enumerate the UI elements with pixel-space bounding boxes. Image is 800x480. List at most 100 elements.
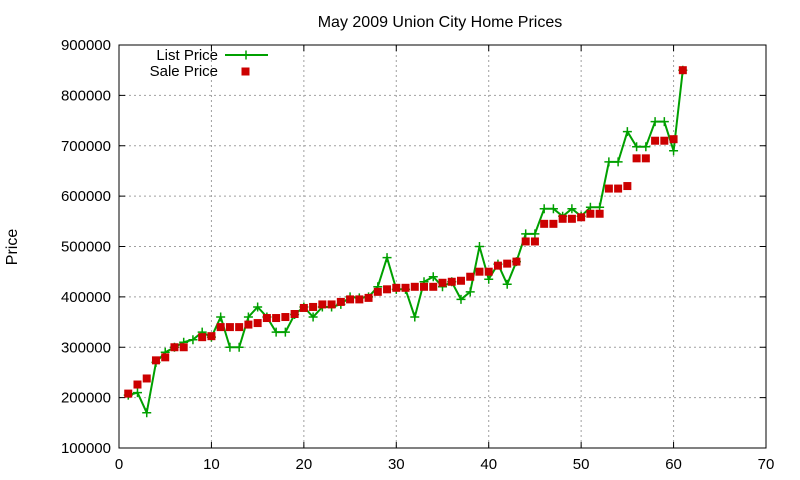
- list-price-point: [188, 335, 198, 345]
- sale-price-point: [614, 184, 623, 193]
- sale-price-point: [253, 319, 262, 328]
- list-price-point: [280, 327, 290, 337]
- sale-price-point: [456, 276, 465, 285]
- list-price-point: [484, 274, 494, 284]
- y-axis-label: Price: [4, 229, 21, 266]
- sale-price-point: [198, 333, 207, 342]
- sale-price-point: [207, 332, 216, 341]
- chart-title: May 2009 Union City Home Prices: [318, 14, 563, 31]
- list-price-point: [548, 204, 558, 214]
- list-price-point: [502, 279, 512, 289]
- sale-price-point: [466, 272, 475, 281]
- list-price-point: [142, 408, 152, 418]
- y-tick-label: 500000: [61, 239, 111, 256]
- x-tick-label: 60: [665, 456, 682, 473]
- x-tick-label: 0: [115, 456, 123, 473]
- sale-price-point: [170, 343, 179, 352]
- sale-price-point: [678, 66, 687, 75]
- list-price-point: [539, 204, 549, 214]
- list-price-point: [308, 312, 318, 322]
- sale-price-point: [540, 219, 549, 228]
- list-price-point: [216, 312, 226, 322]
- axis-ticks: 0 10 20 30 40 50 60 70 100000 200000 300000 400000 5…: [61, 37, 774, 473]
- y-tick-label: 800000: [61, 87, 111, 104]
- list-price-point: [225, 342, 235, 352]
- sale-price-point: [290, 310, 299, 319]
- sale-price-point: [484, 267, 493, 276]
- sale-price-point: [309, 302, 318, 311]
- sale-price-point: [567, 214, 576, 223]
- list-price-point: [632, 142, 642, 152]
- list-price-point: [604, 157, 614, 167]
- list-price-point: [650, 117, 660, 127]
- sale-price-point: [595, 209, 604, 218]
- sale-price-point: [244, 320, 253, 329]
- x-tick-label: 70: [758, 456, 775, 473]
- sale-price-point: [299, 303, 308, 312]
- x-tick-label: 10: [203, 456, 220, 473]
- sale-price-point: [493, 261, 502, 270]
- sale-price-point: [225, 323, 234, 332]
- sale-price-point: [336, 297, 345, 306]
- list-price-point: [132, 388, 142, 398]
- list-price-point: [382, 253, 392, 263]
- x-tick-label: 50: [573, 456, 590, 473]
- x-tick-label: 40: [480, 456, 497, 473]
- sale-price-point: [530, 237, 539, 246]
- sale-price-point: [133, 380, 142, 389]
- sale-price-point: [401, 283, 410, 292]
- list-price-point: [622, 127, 632, 137]
- sale-price-point: [632, 154, 641, 163]
- sale-price-point: [521, 237, 530, 246]
- plot-frame: [118, 44, 767, 449]
- list-price-point: [410, 312, 420, 322]
- list-price-point: [271, 327, 281, 337]
- sale-price-point: [327, 300, 336, 309]
- y-tick-label: 700000: [61, 138, 111, 155]
- legend-label-list-price: List Price: [156, 47, 218, 64]
- sale-price-point: [429, 282, 438, 291]
- sale-price-point: [216, 323, 225, 332]
- sale-price-point: [503, 259, 512, 268]
- sale-price-point: [438, 278, 447, 287]
- sale-price-point: [558, 214, 567, 223]
- legend-marker-sale-price: [241, 67, 250, 76]
- sale-price-point: [272, 314, 281, 323]
- list-price-point: [234, 342, 244, 352]
- sale-price-point: [586, 209, 595, 218]
- list-price-point: [641, 142, 651, 152]
- sale-price-point: [512, 257, 521, 266]
- sale-price-point: [577, 213, 586, 222]
- list-price-point: [474, 242, 484, 251]
- sale-price-point: [346, 295, 355, 304]
- sale-price-point: [392, 283, 401, 292]
- list-price-point: [465, 287, 475, 297]
- sale-price-point: [355, 295, 364, 304]
- list-price-point: [428, 272, 438, 282]
- list-price-point: [613, 157, 623, 167]
- list-price-point: [456, 294, 466, 304]
- sale-price-point: [420, 282, 429, 291]
- sale-price-point: [235, 323, 244, 332]
- y-tick-label: 200000: [61, 390, 111, 407]
- y-tick-label: 300000: [61, 339, 111, 356]
- x-tick-label: 30: [388, 456, 405, 473]
- list-price-point: [530, 229, 540, 239]
- sale-price-point: [151, 356, 160, 365]
- sale-price-point: [651, 136, 660, 145]
- sale-price-point: [641, 154, 650, 163]
- list-price-point: [659, 117, 669, 127]
- series: [123, 65, 688, 418]
- sale-price-point: [383, 285, 392, 294]
- sale-price-point: [281, 313, 290, 322]
- legend: List Price Sale Price: [150, 47, 268, 80]
- sale-price-point: [475, 267, 484, 276]
- grid: [119, 45, 766, 448]
- sale-price-point: [660, 136, 669, 145]
- y-tick-label: 600000: [61, 188, 111, 205]
- sale-price-point: [623, 182, 632, 191]
- sale-price-point: [262, 314, 271, 323]
- y-tick-label: 100000: [61, 440, 111, 457]
- sale-price-point: [318, 300, 327, 309]
